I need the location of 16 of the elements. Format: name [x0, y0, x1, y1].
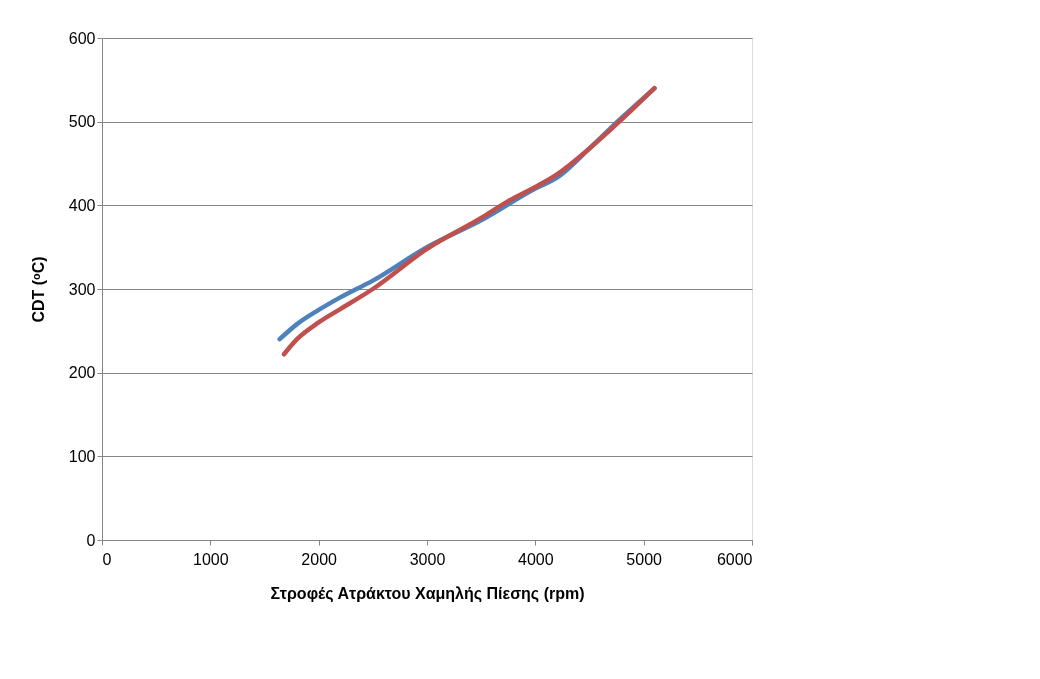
x-tick-label: 2000: [301, 550, 338, 568]
y-tick-label: 300: [68, 280, 96, 298]
y-axis-title: CDT (ᵒC): [29, 256, 47, 323]
y-tick-label: 600: [68, 29, 96, 47]
x-axis-title: Στροφές Ατράκτου Χαμηλής Πίεσης (rpm): [270, 584, 585, 603]
y-tick-label: 500: [68, 113, 96, 131]
x-tick-label: 1000: [193, 550, 229, 568]
x-tick-label: 6000: [716, 550, 753, 568]
y-tick-label: 0: [86, 531, 96, 549]
y-tick-label: 400: [68, 196, 96, 214]
x-tick-label: 5000: [626, 550, 663, 568]
x-tick-label: 0: [102, 550, 112, 568]
y-tick-label: 200: [68, 364, 96, 382]
x-tick-label: 3000: [409, 550, 446, 568]
x-tick-label: 4000: [518, 550, 554, 568]
y-tick-label: 100: [68, 447, 96, 465]
